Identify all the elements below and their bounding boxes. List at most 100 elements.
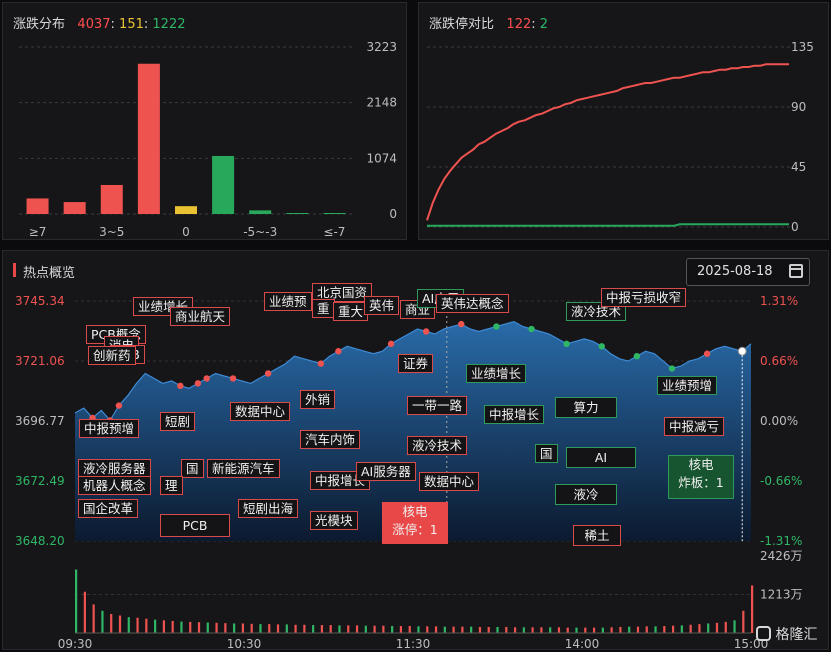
concept-tag[interactable]: 重	[312, 299, 335, 318]
concept-tag[interactable]: 理	[160, 476, 183, 495]
volume-bar	[619, 626, 622, 633]
volume-bar	[118, 615, 122, 633]
concept-tag[interactable]: 业绩预增	[657, 376, 718, 395]
volume-bar	[513, 627, 517, 633]
left-tick-label: 3745.34	[15, 294, 65, 308]
volume-bar	[399, 626, 403, 633]
concept-tag[interactable]: 短剧出海	[238, 499, 299, 518]
y-tick-label: 45	[791, 160, 806, 174]
concept-tag[interactable]: 国	[181, 459, 204, 478]
volume-bar	[162, 620, 165, 633]
volume-bar	[584, 627, 587, 633]
concept-tag[interactable]: 汽车内饰	[300, 430, 361, 449]
volume-bar	[487, 626, 490, 633]
concept-tag[interactable]: 算力	[555, 397, 617, 418]
y-tick-label: 1074	[366, 151, 397, 165]
volume-bar	[575, 627, 578, 633]
hotspot-title: 热点概览	[23, 266, 76, 281]
left-tick-label: 3696.77	[15, 414, 65, 428]
concept-tag[interactable]: 数据中心	[419, 472, 480, 491]
volume-bar	[408, 626, 411, 633]
volume-bar	[154, 619, 157, 633]
volume-bar	[461, 626, 464, 633]
concept-tag[interactable]: 证券	[398, 354, 434, 373]
volume-bar	[470, 626, 473, 633]
concept-tag[interactable]: 中报增长	[310, 471, 371, 490]
event-marker	[563, 340, 570, 348]
volume-bar	[496, 626, 499, 633]
event-marker	[229, 375, 237, 382]
event-marker	[598, 343, 605, 350]
concept-tag[interactable]: 一带一路	[407, 396, 468, 415]
nuclear-broken-tag[interactable]: 核电 炸板：1	[668, 455, 734, 499]
distribution-bar	[286, 213, 309, 214]
concept-tag[interactable]: 国	[535, 444, 558, 463]
volume-bar	[391, 626, 394, 633]
concept-tag[interactable]: 中报增长	[484, 405, 545, 424]
volume-bar	[92, 604, 95, 633]
concept-tag[interactable]: 英伟	[364, 296, 400, 315]
concept-tag[interactable]: 机器人概念	[78, 476, 151, 495]
volume-bar	[338, 625, 341, 633]
concept-tag[interactable]: 国企改革	[78, 499, 139, 518]
volume-bar	[628, 626, 631, 633]
date-picker[interactable]: 2025-08-18	[686, 258, 810, 286]
concept-tag[interactable]: 中报亏损收窄	[601, 288, 687, 307]
event-marker	[633, 352, 641, 360]
volume-bar	[110, 613, 113, 633]
volume-bar	[171, 620, 174, 633]
concept-tag[interactable]: 创新药	[88, 346, 136, 365]
x-tick-label: ≤-7	[323, 225, 345, 239]
concept-tag[interactable]: 重大	[333, 302, 369, 321]
concept-tag[interactable]: 业绩增长	[466, 364, 527, 383]
volume-bar	[303, 624, 306, 633]
volume-bar	[426, 626, 429, 633]
concept-tag[interactable]: 外销	[300, 390, 336, 409]
flat-count: 151	[119, 17, 144, 32]
volume-bar	[751, 585, 754, 633]
distribution-bar	[249, 210, 272, 214]
volume-bar	[364, 625, 367, 633]
concept-tag[interactable]: 数据中心	[230, 402, 291, 421]
volume-bar	[250, 623, 253, 633]
up-count: 4037	[77, 17, 111, 32]
concept-tag[interactable]: 光模块	[310, 511, 358, 530]
concept-tag[interactable]: AI	[566, 447, 636, 468]
right-tick-label: 1.31%	[760, 294, 798, 308]
concept-tag[interactable]: AI服务器	[356, 462, 416, 481]
event-marker	[528, 325, 535, 333]
concept-tag[interactable]: 英伟达概念	[436, 294, 509, 313]
calendar-icon[interactable]	[789, 264, 803, 278]
concept-tag[interactable]: 液冷技术	[407, 436, 468, 455]
volume-bar	[724, 621, 727, 633]
concept-tag[interactable]: PCB	[160, 514, 230, 537]
volume-bar	[417, 626, 420, 633]
distribution-bar	[323, 213, 346, 214]
nuclear-limit-up-tag[interactable]: 核电 涨停：1	[382, 502, 448, 544]
volume-bar	[127, 617, 130, 633]
volume-bar	[715, 622, 719, 633]
volume-tick-label: 1213万	[760, 588, 803, 602]
concept-tag[interactable]: 液冷	[555, 484, 617, 505]
limit-up-count: 122	[506, 17, 532, 32]
concept-tag[interactable]: 业绩预	[264, 292, 312, 311]
volume-bar	[276, 624, 280, 633]
concept-tag[interactable]: 中报减亏	[664, 417, 725, 436]
concept-tag[interactable]: 商业航天	[170, 307, 231, 326]
volume-bar	[355, 625, 359, 633]
concept-tag[interactable]: 北京国资	[312, 283, 373, 302]
concept-tag[interactable]: 短剧	[160, 412, 196, 431]
distribution-bar	[26, 198, 49, 214]
core-down-name: 核电	[688, 457, 714, 472]
concept-tag[interactable]: 中报预增	[79, 419, 140, 438]
volume-bar	[742, 610, 745, 633]
volume-bar	[268, 624, 271, 633]
concept-tag[interactable]: 稀土	[573, 525, 621, 546]
title-marker	[13, 263, 16, 277]
left-tick-label: 3721.06	[15, 354, 65, 368]
volume-bar	[531, 627, 534, 633]
distribution-bar	[137, 63, 160, 215]
limit-down-count: 2	[539, 17, 549, 32]
event-marker	[264, 370, 272, 377]
concept-tag[interactable]: 新能源汽车	[207, 459, 280, 478]
